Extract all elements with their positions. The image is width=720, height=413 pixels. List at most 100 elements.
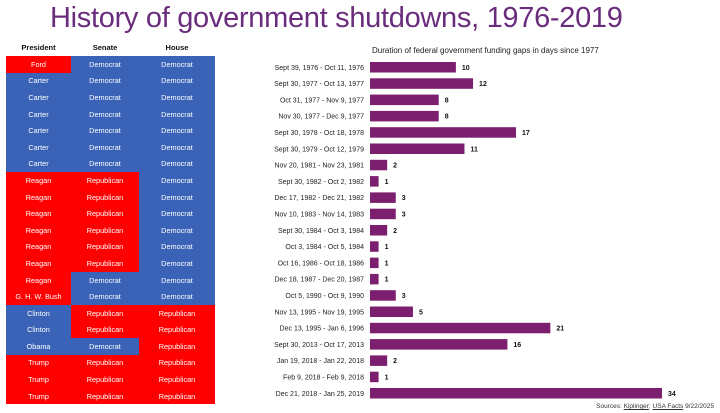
bar xyxy=(370,78,474,89)
value-label: 3 xyxy=(402,293,406,300)
senate-cell: Republican xyxy=(71,321,139,339)
bar xyxy=(370,290,396,301)
bar xyxy=(370,176,379,187)
table-row: Clinton Republican Republican xyxy=(6,321,215,339)
bar xyxy=(370,388,662,399)
bar xyxy=(370,355,388,366)
value-label: 1 xyxy=(385,260,389,267)
bar xyxy=(370,241,379,252)
president-cell: Ford xyxy=(6,56,71,73)
house-cell: Democrat xyxy=(139,105,215,123)
bar xyxy=(370,322,551,334)
value-label: 16 xyxy=(513,342,521,349)
category-label: Dec 17, 1982 - Dec 21, 1982 xyxy=(274,195,364,202)
category-label: Jan 19, 2018 - Jan 22, 2018 xyxy=(277,358,364,365)
source-link-usafacts[interactable]: USA Facts xyxy=(652,403,684,410)
senate-cell: Republican xyxy=(71,255,139,272)
house-cell: Democrat xyxy=(139,138,215,156)
category-label: Nov 30, 1977 - Dec 9, 1977 xyxy=(278,114,364,121)
senate-cell: Democrat xyxy=(71,338,139,355)
category-label: Nov 13, 1995 - Nov 19, 1995 xyxy=(274,309,364,316)
senate-cell: Democrat xyxy=(71,271,139,289)
category-label: Oct 16, 1986 - Oct 18, 1986 xyxy=(278,260,364,267)
header-house: House xyxy=(165,43,189,52)
house-cell: Democrat xyxy=(139,288,215,305)
value-label: 1 xyxy=(385,374,389,381)
category-label: Sept 30, 1982 - Oct 2, 1982 xyxy=(278,179,364,186)
value-label: 3 xyxy=(402,195,406,202)
senate-cell: Republican xyxy=(71,387,139,405)
chart-title: Duration of federal government funding g… xyxy=(372,46,599,55)
president-cell: Reagan xyxy=(6,221,71,239)
president-cell: Carter xyxy=(6,138,71,156)
president-cell: Carter xyxy=(6,122,71,139)
table-row: Carter Democrat Democrat xyxy=(6,105,215,123)
table-row: G. H. W. Bush Democrat Democrat xyxy=(6,288,215,305)
president-cell: Trump xyxy=(6,387,71,405)
president-cell: Carter xyxy=(6,72,71,90)
president-cell: Clinton xyxy=(6,321,71,339)
table-row: Carter Democrat Democrat xyxy=(6,89,215,106)
bar xyxy=(370,371,379,383)
table-row: Reagan Republican Democrat xyxy=(6,172,215,189)
value-label: 10 xyxy=(462,65,470,72)
table-header: President Senate House xyxy=(6,43,215,55)
bar xyxy=(370,192,396,203)
page-title: History of government shutdowns, 1976-20… xyxy=(50,2,623,34)
table-row: Obama Democrat Republican xyxy=(6,338,215,355)
value-label: 3 xyxy=(402,211,406,218)
table-row: Clinton Republican Republican xyxy=(6,304,215,322)
bar xyxy=(370,110,439,122)
source-link-kiplinger[interactable]: Kiplinger xyxy=(623,403,649,410)
value-label: 2 xyxy=(393,163,397,170)
bar xyxy=(370,143,465,154)
table-row: Reagan Republican Democrat xyxy=(6,238,215,256)
house-cell: Democrat xyxy=(139,122,215,139)
value-label: 11 xyxy=(470,146,478,153)
value-label: 34 xyxy=(668,391,676,398)
table-row: Reagan Republican Democrat xyxy=(6,205,215,222)
table-row: Carter Democrat Democrat xyxy=(6,72,215,90)
house-cell: Democrat xyxy=(139,89,215,106)
senate-cell: Republican xyxy=(71,354,139,372)
bar xyxy=(370,225,388,236)
source-prefix: Sources: xyxy=(596,403,624,410)
header-senate: Senate xyxy=(92,43,118,52)
category-label: Oct 3, 1984 - Oct 5, 1984 xyxy=(285,244,364,251)
value-label: 2 xyxy=(393,358,397,365)
bar xyxy=(370,159,388,171)
value-label: 8 xyxy=(445,97,449,104)
house-cell: Republican xyxy=(139,338,215,355)
table-row: Reagan Republican Democrat xyxy=(6,188,215,206)
table-row: Reagan Democrat Democrat xyxy=(6,271,215,289)
senate-cell: Democrat xyxy=(71,288,139,305)
value-label: 8 xyxy=(445,114,449,121)
value-label: 2 xyxy=(393,228,397,235)
category-label: Oct 31, 1977 - Nov 9, 1977 xyxy=(280,97,364,104)
house-cell: Republican xyxy=(139,321,215,339)
table-row: Trump Republican Republican xyxy=(6,371,215,388)
table-row: Carter Democrat Democrat xyxy=(6,122,215,139)
value-label: 1 xyxy=(385,179,389,186)
senate-cell: Republican xyxy=(71,188,139,206)
house-cell: Republican xyxy=(139,387,215,405)
value-label: 17 xyxy=(522,130,530,137)
senate-cell: Republican xyxy=(71,238,139,256)
source-note: Sources: Kiplinger; USA Facts 9/22/2025 xyxy=(596,403,714,410)
house-cell: Democrat xyxy=(139,238,215,256)
source-date: 9/22/2025 xyxy=(683,403,714,410)
house-cell: Democrat xyxy=(139,56,215,73)
president-cell: Carter xyxy=(6,105,71,123)
bar xyxy=(370,273,379,285)
category-label: Dec 18, 1987 - Dec 20, 1987 xyxy=(274,277,364,284)
president-cell: Clinton xyxy=(6,304,71,322)
category-label: Oct 5, 1990 - Oct 9, 1990 xyxy=(285,293,364,300)
house-cell: Republican xyxy=(139,304,215,322)
house-cell: Democrat xyxy=(139,155,215,173)
table-row: Trump Republican Republican xyxy=(6,354,215,372)
president-cell: Trump xyxy=(6,354,71,372)
house-cell: Democrat xyxy=(139,188,215,206)
president-cell: G. H. W. Bush xyxy=(6,288,71,305)
house-cell: Republican xyxy=(139,354,215,372)
